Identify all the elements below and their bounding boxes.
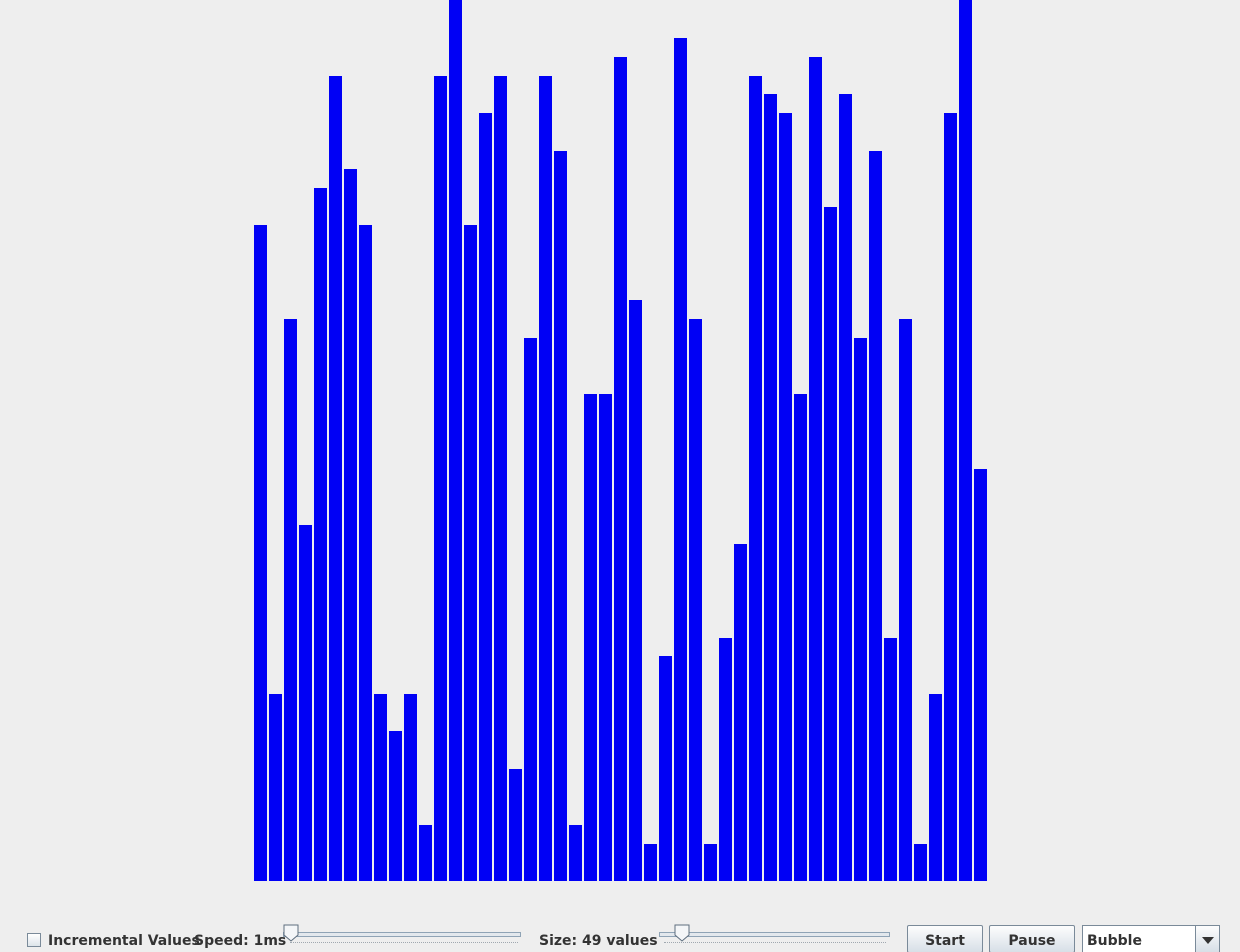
value-bar <box>629 300 642 881</box>
value-bar <box>299 525 312 881</box>
value-bar <box>359 225 372 881</box>
algorithm-select-value: Bubble <box>1087 933 1142 949</box>
bars-canvas <box>254 0 987 881</box>
start-button[interactable]: Start <box>907 925 983 952</box>
speed-slider-track[interactable] <box>283 932 521 937</box>
value-bar <box>809 57 822 881</box>
value-bar <box>959 0 972 881</box>
value-bar <box>704 844 717 881</box>
value-bar <box>464 225 477 881</box>
value-bar <box>824 207 837 881</box>
value-bar <box>614 57 627 881</box>
value-bar <box>404 694 417 881</box>
incremental-values-checkbox[interactable] <box>27 933 41 947</box>
value-bar <box>914 844 927 881</box>
value-bar <box>659 656 672 881</box>
value-bar <box>584 394 597 881</box>
value-bar <box>329 76 342 881</box>
value-bar <box>494 76 507 881</box>
value-bar <box>509 769 522 881</box>
speed-slider-thumb[interactable] <box>283 924 299 942</box>
value-bar <box>599 394 612 881</box>
speed-slider-ticks <box>290 938 518 943</box>
value-bar <box>674 38 687 881</box>
value-bar <box>794 394 807 881</box>
value-bar <box>869 151 882 881</box>
value-bar <box>929 694 942 881</box>
chevron-down-icon[interactable] <box>1195 926 1219 952</box>
value-bar <box>749 76 762 881</box>
value-bar <box>554 151 567 881</box>
value-bar <box>734 544 747 881</box>
value-bar <box>569 825 582 881</box>
value-bar <box>884 638 897 881</box>
value-bar <box>434 76 447 881</box>
value-bar <box>839 94 852 881</box>
control-bar: Incremental Values Speed: 1ms Size: 49 v… <box>0 924 1240 952</box>
algorithm-select[interactable]: Bubble <box>1082 925 1220 952</box>
value-bar <box>974 469 987 881</box>
incremental-values-label: Incremental Values <box>48 933 200 949</box>
value-bar <box>854 338 867 881</box>
value-bar <box>524 338 537 881</box>
value-bar <box>269 694 282 881</box>
size-slider-thumb[interactable] <box>674 924 690 942</box>
value-bar <box>314 188 327 881</box>
value-bar <box>764 94 777 881</box>
size-label: Size: 49 values <box>539 933 658 949</box>
value-bar <box>389 731 402 881</box>
pause-button[interactable]: Pause <box>989 925 1075 952</box>
value-bar <box>374 694 387 881</box>
value-bar <box>899 319 912 881</box>
value-bar <box>539 76 552 881</box>
value-bar <box>779 113 792 881</box>
value-bar <box>479 113 492 881</box>
value-bar <box>284 319 297 881</box>
size-slider-track[interactable] <box>659 932 890 937</box>
speed-label: Speed: 1ms <box>194 933 287 949</box>
size-slider-ticks <box>664 938 886 943</box>
value-bar <box>449 0 462 881</box>
value-bar <box>344 169 357 881</box>
value-bar <box>419 825 432 881</box>
value-bar <box>254 225 267 881</box>
value-bar <box>644 844 657 881</box>
value-bar <box>719 638 732 881</box>
value-bar <box>689 319 702 881</box>
value-bar <box>944 113 957 881</box>
